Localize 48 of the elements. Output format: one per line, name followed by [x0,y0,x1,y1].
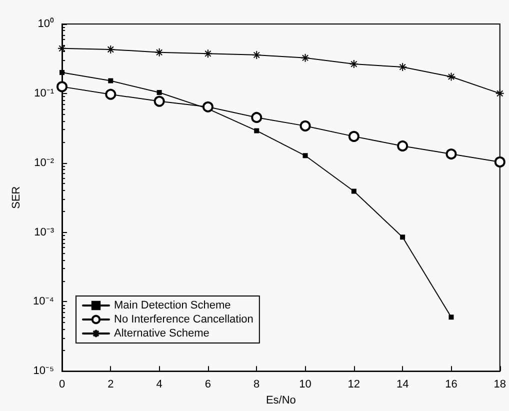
point [448,314,454,320]
point [349,60,358,69]
point [495,88,504,98]
legend-label: No Interference Cancellation [114,314,254,326]
point [251,112,262,123]
y-axis-title: SER [10,186,22,209]
x-tick-label: 10 [299,378,312,391]
point [252,50,262,60]
point [106,44,116,54]
x-tick-label: 12 [348,378,360,391]
point [254,128,260,134]
point [105,88,116,100]
point [494,156,506,168]
x-tick-label: 6 [204,378,212,391]
point [108,78,114,84]
y-tick-label: 10⁻¹ [34,87,54,100]
point [202,101,214,112]
point [154,96,165,107]
point [56,81,68,92]
legend-label: Main Detection Scheme [114,300,231,312]
x-tick-label: 2 [108,378,114,391]
point [300,120,311,132]
y-tick-label: 10⁻³ [34,226,54,238]
point [203,49,212,58]
y-tick-label: 10⁻² [34,156,54,169]
point [397,140,408,152]
point [446,72,456,82]
y-tick-label: 10⁰ [38,17,54,30]
x-tick-label: 16 [445,378,458,391]
x-tick-label: 4 [156,378,162,391]
point [351,188,356,194]
y-tick-label: 10⁻⁴ [33,296,54,308]
point [302,153,308,158]
y-tick-label: 10⁻⁵ [33,365,54,378]
x-tick-label: 18 [494,378,506,391]
x-tick-label: 0 [58,378,66,391]
point [300,53,310,62]
x-tick-label: 8 [254,378,260,391]
legend-label: Alternative Scheme [114,328,210,340]
x-axis-title: Es/No [266,394,296,406]
point [398,62,408,72]
point [60,70,64,76]
point [446,148,457,160]
point [154,48,164,57]
point [400,234,406,240]
x-tick-label: 14 [396,378,409,391]
point [156,90,162,96]
point [348,130,360,142]
